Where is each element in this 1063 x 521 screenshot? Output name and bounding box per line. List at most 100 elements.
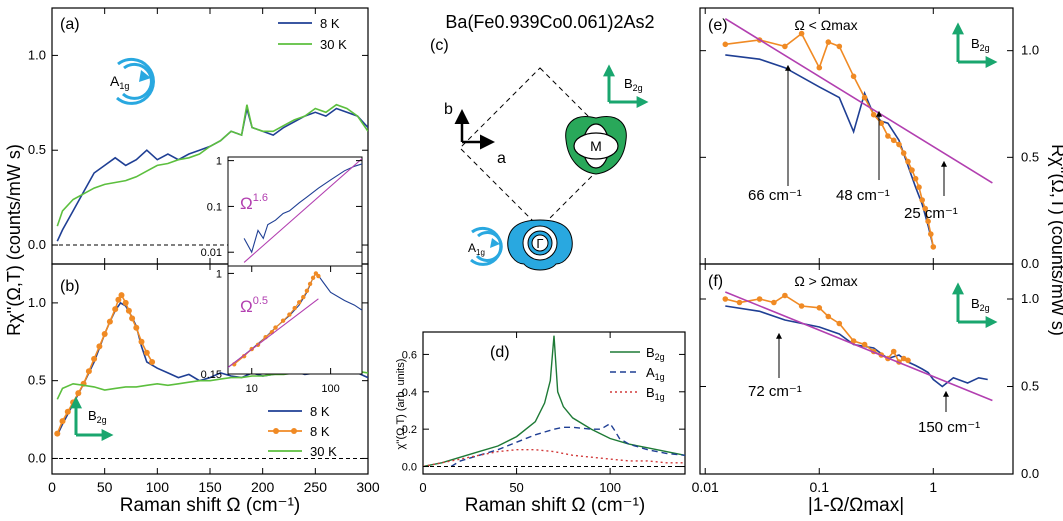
series-e-1-point bbox=[900, 150, 907, 156]
x-tick-label: 0.01 bbox=[692, 479, 719, 495]
x-tick-label: 200 bbox=[251, 479, 275, 495]
x-tick-label: 0.1 bbox=[810, 479, 830, 495]
series-f-1-point bbox=[900, 355, 907, 362]
series-f-1-point bbox=[816, 305, 823, 311]
series-e-1-point bbox=[909, 167, 915, 173]
x-tick-label: 300 bbox=[356, 479, 380, 495]
series-e-1-point bbox=[925, 218, 931, 225]
plot-area-f bbox=[722, 291, 993, 402]
series-inset_lower-1-point bbox=[307, 281, 313, 287]
series-inset_lower-1-point bbox=[297, 300, 302, 305]
x-axis-label-left: Raman shift Ω (cm⁻¹) bbox=[120, 495, 300, 516]
series-inset_lower-1-point bbox=[304, 288, 310, 293]
legend-marker bbox=[273, 428, 279, 434]
series-e-1-point bbox=[782, 43, 788, 50]
annotations-f: 72 cm⁻¹ 150 cm⁻¹ bbox=[748, 332, 980, 436]
y-tick-label: 1.0 bbox=[28, 295, 46, 310]
series-e-1-point bbox=[861, 94, 868, 101]
y-tick-label: 0.5 bbox=[28, 142, 46, 157]
series-e-1-point bbox=[896, 141, 902, 148]
gamma-point-label: Γ bbox=[536, 236, 543, 251]
series-f-1-point bbox=[890, 348, 897, 355]
series-e-1-point bbox=[870, 111, 877, 118]
series-f-0-line bbox=[725, 305, 988, 388]
panel-e-frame bbox=[699, 7, 1014, 265]
legend-sub: 1g bbox=[655, 392, 665, 402]
series-f-1-point bbox=[861, 341, 868, 348]
series-f-1-point bbox=[825, 313, 832, 320]
a1g-symbol-a: A1g bbox=[110, 57, 155, 105]
plot-area-e bbox=[722, 18, 993, 250]
series-inset_upper-1-line bbox=[243, 158, 362, 263]
series-e-1-point bbox=[912, 175, 919, 182]
series-f-1-point bbox=[905, 357, 911, 364]
series-b-1-point bbox=[59, 418, 66, 425]
series-b-1-point bbox=[133, 324, 140, 331]
series-b-1-point bbox=[54, 430, 61, 437]
series-inset_lower-1-point bbox=[292, 305, 297, 311]
b2g-label-f: B2g bbox=[971, 296, 990, 313]
series-f-1-point bbox=[771, 299, 777, 306]
series-inset_lower-1-point bbox=[301, 294, 306, 300]
x-tick-label: 10 bbox=[246, 383, 258, 395]
x-tick-label: 1 bbox=[929, 479, 937, 495]
inset-lower-frame bbox=[227, 265, 363, 375]
series-b-1-point bbox=[129, 315, 136, 322]
panel-label-c: (c) bbox=[430, 37, 449, 54]
legend-sub: 1g bbox=[655, 372, 665, 382]
series-e-1-point bbox=[798, 30, 805, 37]
legend-a: 8 K 30 K bbox=[278, 16, 347, 52]
inset-lower-exponent: 0.5 bbox=[253, 295, 268, 307]
b-axis-label: b bbox=[444, 101, 453, 118]
y-tick-label: 0.1 bbox=[207, 201, 222, 213]
x-tick-label: 50 bbox=[509, 480, 523, 495]
series-e-2-line bbox=[724, 18, 993, 184]
a1g-symbol-c: A1g bbox=[468, 226, 503, 266]
series-e-1-point bbox=[919, 197, 925, 203]
y-tick-label: 1.0 bbox=[1021, 291, 1039, 306]
panel-label-d: (d) bbox=[490, 344, 510, 361]
series-e-1-point bbox=[890, 137, 897, 144]
series-e-1-point bbox=[905, 158, 911, 165]
y-tick-label: 0.5 bbox=[1021, 379, 1039, 394]
x-tick-label: 250 bbox=[304, 479, 328, 495]
panel-f-frame bbox=[699, 263, 1014, 475]
annotation-72: 72 cm⁻¹ bbox=[748, 383, 802, 400]
inset-upper-exponent: 1.6 bbox=[253, 192, 268, 204]
panel-label-e: (e) bbox=[708, 17, 728, 34]
b2g-label-b: B2g bbox=[88, 408, 107, 425]
y-tick-label: 0.15 bbox=[201, 369, 222, 381]
x-tick-label: 150 bbox=[198, 479, 222, 495]
gamma-point-fermi-surface: Γ bbox=[507, 219, 573, 271]
panel-label-f: (f) bbox=[708, 273, 723, 290]
series-b-1-point bbox=[112, 306, 119, 313]
annotation-66: 66 cm⁻¹ bbox=[748, 187, 802, 204]
series-f-1-point bbox=[736, 299, 743, 306]
series-e-1-point bbox=[930, 244, 937, 250]
y-tick-label: 0.0 bbox=[1021, 466, 1039, 481]
series-e-1-point bbox=[825, 39, 832, 45]
y-axis-label-d: χ''(Ω,T) (arb. units) bbox=[395, 359, 407, 450]
series-b-1-point bbox=[101, 331, 108, 337]
panel-label-a: (a) bbox=[60, 16, 80, 33]
x-tick-label: 0 bbox=[48, 479, 56, 495]
legend-label: A1g bbox=[646, 365, 665, 382]
y-axis-label-right: Rχ''(Ω,T) (counts/mW s) bbox=[1048, 144, 1063, 336]
series-b-1-line bbox=[56, 293, 153, 434]
series-f-1-point bbox=[782, 292, 788, 299]
series-b-1-point bbox=[64, 408, 71, 415]
series-b-1-point bbox=[149, 359, 156, 365]
series-inset_upper-0-line bbox=[243, 163, 362, 254]
series-f-1-point bbox=[756, 296, 763, 302]
y-tick-label: 1 bbox=[216, 156, 222, 168]
series-e-1-point bbox=[722, 41, 729, 48]
legend-marker bbox=[291, 428, 297, 434]
x-tick-label: 50 bbox=[97, 479, 113, 495]
series-b-1-point bbox=[138, 338, 145, 345]
x-tick-label: 100 bbox=[599, 480, 621, 495]
b2g-label-e: B2g bbox=[971, 36, 990, 53]
legend-label: 8 K bbox=[310, 424, 330, 439]
panel-d-frame bbox=[422, 331, 686, 475]
b2g-symbol-e: B2g bbox=[952, 22, 998, 68]
y-tick-label: 1.0 bbox=[28, 47, 46, 62]
